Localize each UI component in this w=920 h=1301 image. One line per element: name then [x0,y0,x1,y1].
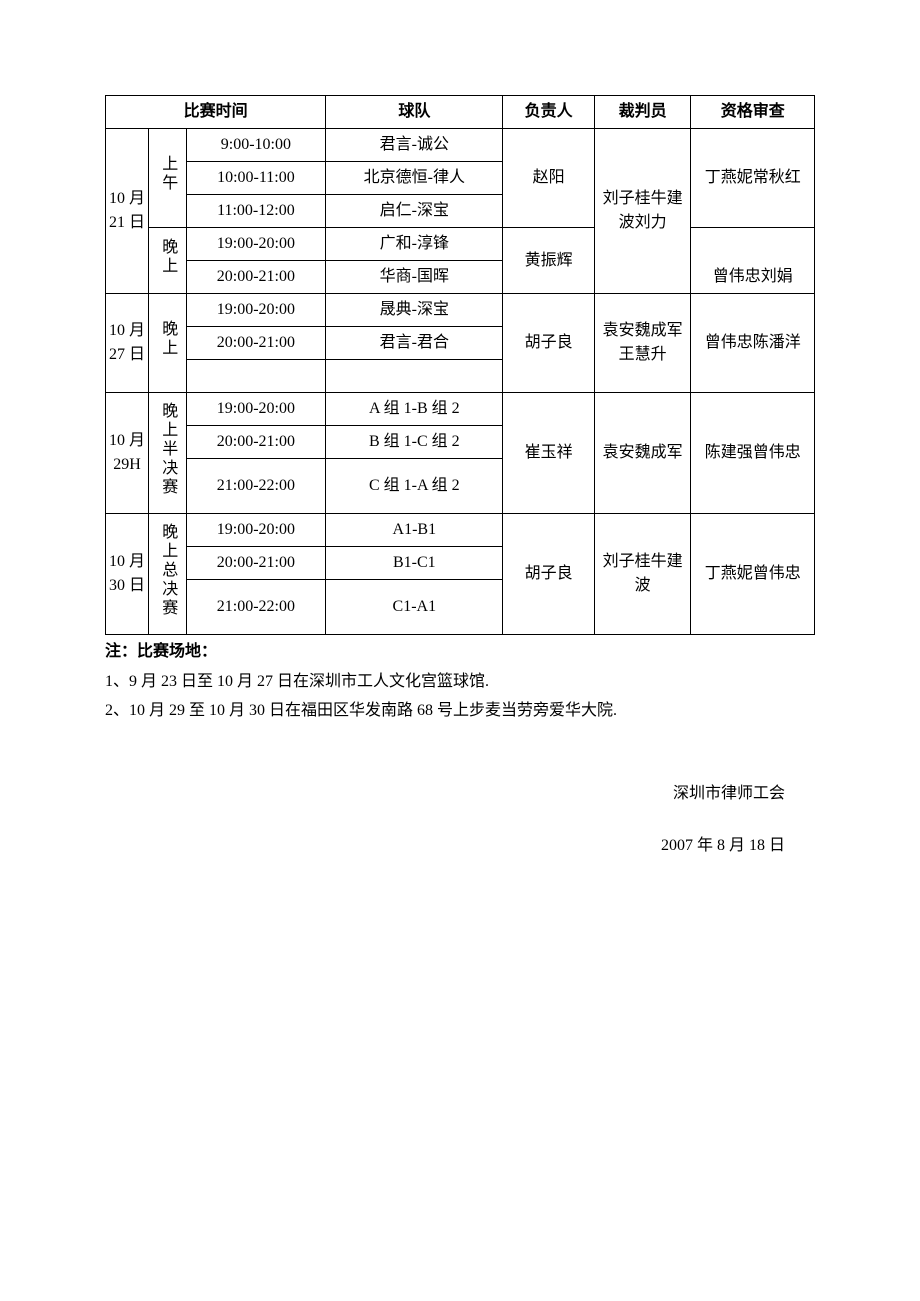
header-time: 比赛时间 [106,96,326,129]
notes-title: 注：比赛场地： [105,639,815,665]
qualification-cell: 曾伟忠陈潘洋 [691,294,815,393]
time-cell: 19:00-20:00 [186,294,326,327]
time-cell: 20:00-21:00 [186,261,326,294]
header-referee: 裁判员 [594,96,691,129]
time-cell: 20:00-21:00 [186,327,326,360]
header-qualification: 资格审查 [691,96,815,129]
qualification-cell: 曾伟忠刘娟 [691,228,815,294]
notes-section: 注：比赛场地： 1、9 月 23 日至 10 月 27 日在深圳市工人文化宫篮球… [105,639,815,724]
responsible-cell: 胡子良 [503,294,594,393]
header-responsible: 负责人 [503,96,594,129]
time-cell: 19:00-20:00 [186,514,326,547]
table-row: 10 月 29H 晚上半决赛 19:00-20:00 A 组 1-B 组 2 崔… [106,393,815,426]
team-cell: 君言-诚公 [326,129,503,162]
table-row: 晚上 19:00-20:00 广和-淳锋 黄振辉 曾伟忠刘娟 [106,228,815,261]
time-cell: 10:00-11:00 [186,162,326,195]
team-cell: A1-B1 [326,514,503,547]
team-cell: B1-C1 [326,547,503,580]
period-label: 晚上 [155,238,179,276]
qualification-cell: 陈建强曾伟忠 [691,393,815,514]
team-cell: B 组 1-C 组 2 [326,426,503,459]
team-cell: C 组 1-A 组 2 [326,459,503,514]
responsible-cell: 崔玉祥 [503,393,594,514]
team-cell: 君言-君合 [326,327,503,360]
header-team: 球队 [326,96,503,129]
time-cell: 11:00-12:00 [186,195,326,228]
period-label: 晚上半决赛 [155,402,179,497]
time-cell: 21:00-22:00 [186,580,326,635]
time-cell [186,360,326,393]
time-cell: 19:00-20:00 [186,393,326,426]
team-cell [326,360,503,393]
team-cell: A 组 1-B 组 2 [326,393,503,426]
table-header-row: 比赛时间 球队 负责人 裁判员 资格审查 [106,96,815,129]
period-cell: 晚上 [148,228,186,294]
team-cell: 广和-淳锋 [326,228,503,261]
qualification-cell: 丁燕妮曾伟忠 [691,514,815,635]
signature-date: 2007 年 8 月 18 日 [105,831,785,855]
responsible-cell: 黄振辉 [503,228,594,294]
period-label: 上午 [155,155,179,193]
time-cell: 20:00-21:00 [186,547,326,580]
date-cell: 10 月 30 日 [106,514,149,635]
team-cell: 华商-国晖 [326,261,503,294]
period-label: 晚上总决赛 [155,523,179,618]
period-label: 晚上 [155,320,179,358]
notes-line: 1、9 月 23 日至 10 月 27 日在深圳市工人文化宫篮球馆. [105,669,815,695]
signature-block: 深圳市律师工会 2007 年 8 月 18 日 [105,779,815,855]
period-cell: 晚上总决赛 [148,514,186,635]
period-cell: 晚上 [148,294,186,393]
time-cell: 9:00-10:00 [186,129,326,162]
table-row: 10 月 21 日 上午 9:00-10:00 君言-诚公 赵阳 刘子桂牛建波刘… [106,129,815,162]
signature-org: 深圳市律师工会 [105,779,785,803]
time-cell: 19:00-20:00 [186,228,326,261]
referee-cell: 刘子桂牛建波 [594,514,691,635]
period-cell: 上午 [148,129,186,228]
qualification-cell: 丁燕妮常秋红 [691,129,815,228]
team-cell: 启仁-深宝 [326,195,503,228]
team-cell: 北京德恒-律人 [326,162,503,195]
date-cell: 10 月 21 日 [106,129,149,294]
responsible-cell: 胡子良 [503,514,594,635]
notes-line: 2、10 月 29 至 10 月 30 日在福田区华发南路 68 号上步麦当劳旁… [105,698,815,724]
team-cell: C1-A1 [326,580,503,635]
schedule-table: 比赛时间 球队 负责人 裁判员 资格审查 10 月 21 日 上午 9:00-1… [105,95,815,635]
time-cell: 20:00-21:00 [186,426,326,459]
team-cell: 晟典-深宝 [326,294,503,327]
table-row: 10 月 27 日 晚上 19:00-20:00 晟典-深宝 胡子良 袁安魏成军… [106,294,815,327]
time-cell: 21:00-22:00 [186,459,326,514]
referee-cell: 刘子桂牛建波刘力 [594,129,691,294]
date-cell: 10 月 29H [106,393,149,514]
referee-cell: 袁安魏成军 [594,393,691,514]
referee-cell: 袁安魏成军王慧升 [594,294,691,393]
responsible-cell: 赵阳 [503,129,594,228]
date-cell: 10 月 27 日 [106,294,149,393]
table-row: 10 月 30 日 晚上总决赛 19:00-20:00 A1-B1 胡子良 刘子… [106,514,815,547]
period-cell: 晚上半决赛 [148,393,186,514]
